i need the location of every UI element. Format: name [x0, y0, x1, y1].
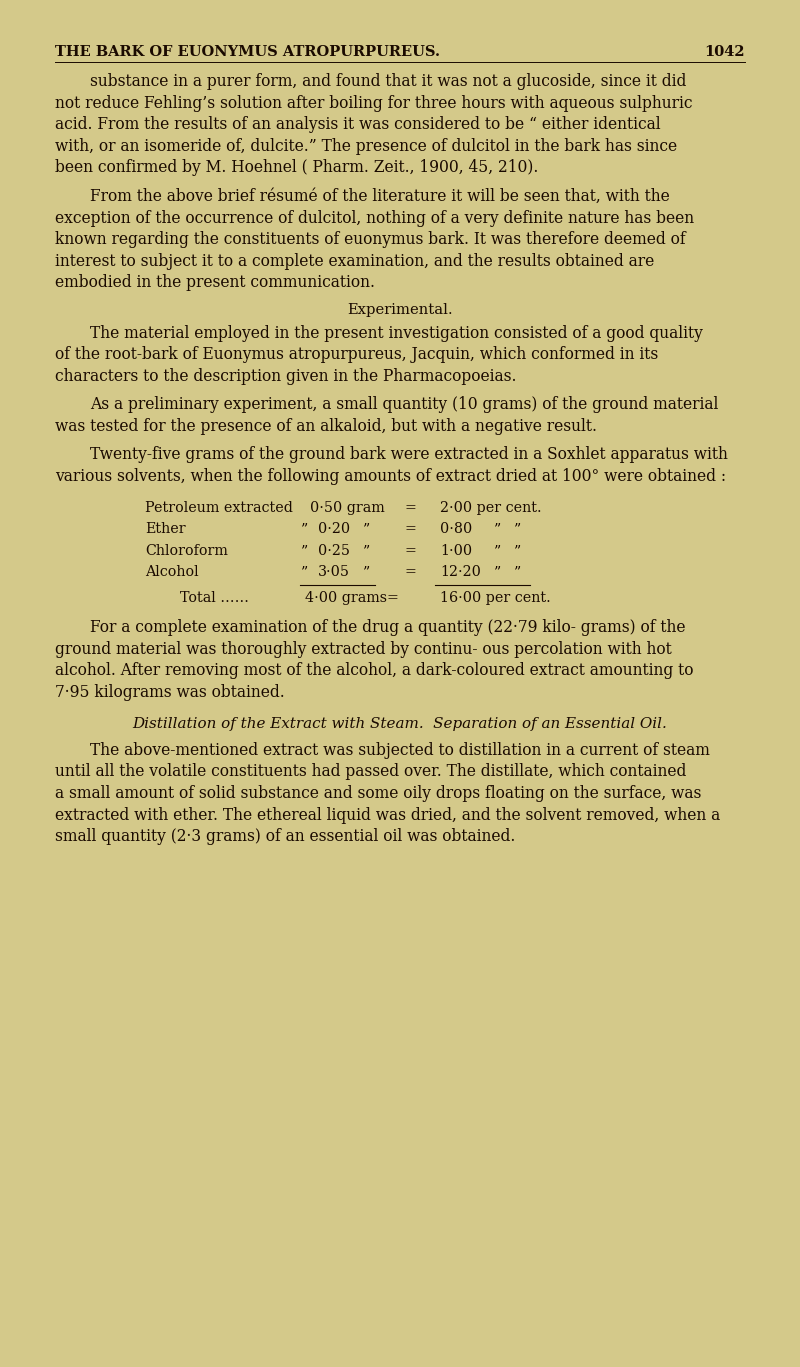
Text: For a complete examination of the drug a quantity (22·79 kilo- grams) of the: For a complete examination of the drug a… [90, 619, 686, 636]
Text: Alcohol: Alcohol [145, 566, 198, 580]
Text: alcohol. After removing most of the alcohol, a dark-coloured extract amounting t: alcohol. After removing most of the alco… [55, 662, 694, 679]
Text: 0·25: 0·25 [318, 544, 350, 558]
Text: was tested for the presence of an alkaloid, but with a negative result.: was tested for the presence of an alkalo… [55, 418, 597, 435]
Text: =: = [405, 544, 417, 558]
Text: Ether: Ether [145, 522, 186, 536]
Text: ”: ” [300, 544, 307, 558]
Text: substance in a purer form, and found that it was not a glucoside, since it did: substance in a purer form, and found tha… [90, 74, 686, 90]
Text: known regarding the constituents of euonymus bark. It was therefore deemed of: known regarding the constituents of euon… [55, 231, 686, 247]
Text: =: = [405, 522, 417, 536]
Text: extracted with ether. The ethereal liquid was dried, and the solvent removed, wh: extracted with ether. The ethereal liqui… [55, 807, 720, 823]
Text: with, or an isomeride of, dulcite.” The presence of dulcitol in the bark has sin: with, or an isomeride of, dulcite.” The … [55, 138, 677, 154]
Text: THE BARK OF EUONYMUS ATROPURPUREUS.: THE BARK OF EUONYMUS ATROPURPUREUS. [55, 45, 440, 59]
Text: embodied in the present communication.: embodied in the present communication. [55, 275, 375, 291]
Text: 12·20: 12·20 [440, 566, 481, 580]
Text: 1042: 1042 [704, 45, 745, 59]
Text: 4·00 grams=: 4·00 grams= [305, 591, 399, 604]
Text: ”: ” [300, 522, 307, 536]
Text: not reduce Fehling’s solution after boiling for three hours with aqueous sulphur: not reduce Fehling’s solution after boil… [55, 94, 693, 112]
Text: =: = [405, 566, 417, 580]
Text: acid. From the results of an analysis it was considered to be “ either identical: acid. From the results of an analysis it… [55, 116, 661, 134]
Text: ground material was thoroughly extracted by continu- ous percolation with hot: ground material was thoroughly extracted… [55, 641, 672, 658]
Text: until all the volatile constituents had passed over. The distillate, which conta: until all the volatile constituents had … [55, 764, 686, 781]
Text: ”: ” [493, 544, 500, 558]
Text: ”: ” [493, 522, 500, 536]
Text: The material employed in the present investigation consisted of a good quality: The material employed in the present inv… [90, 324, 703, 342]
Text: ”: ” [513, 566, 520, 580]
Text: various solvents, when the following amounts of extract dried at 100° were obtai: various solvents, when the following amo… [55, 468, 726, 485]
Text: Petroleum extracted: Petroleum extracted [145, 500, 293, 515]
Text: exception of the occurrence of dulcitol, nothing of a very definite nature has b: exception of the occurrence of dulcitol,… [55, 209, 694, 227]
Text: As a preliminary experiment, a small quantity (10 grams) of the ground material: As a preliminary experiment, a small qua… [90, 396, 718, 413]
Text: ”: ” [362, 522, 370, 536]
Text: 7·95 kilograms was obtained.: 7·95 kilograms was obtained. [55, 684, 285, 701]
Text: ”: ” [513, 544, 520, 558]
Text: 0·50 gram: 0·50 gram [310, 500, 385, 515]
Text: Distillation of the Extract with Steam.  Separation of an Essential Oil.: Distillation of the Extract with Steam. … [133, 718, 667, 731]
Text: 0·80: 0·80 [440, 522, 472, 536]
Text: From the above brief résumé of the literature it will be seen that, with the: From the above brief résumé of the liter… [90, 189, 670, 205]
Text: 16·00 per cent.: 16·00 per cent. [440, 591, 550, 604]
Text: characters to the description given in the Pharmacopoeias.: characters to the description given in t… [55, 368, 517, 384]
Text: ”: ” [300, 566, 307, 580]
Text: Experimental.: Experimental. [347, 302, 453, 317]
Text: of the root-bark of Euonymus atropurpureus, Jacquin, which conformed in its: of the root-bark of Euonymus atropurpure… [55, 346, 658, 364]
Text: 1·00: 1·00 [440, 544, 472, 558]
Text: 0·20: 0·20 [318, 522, 350, 536]
Text: =: = [405, 500, 417, 515]
Text: The above-mentioned extract was subjected to distillation in a current of steam: The above-mentioned extract was subjecte… [90, 742, 710, 759]
Text: ”: ” [513, 522, 520, 536]
Text: 3·05: 3·05 [318, 566, 350, 580]
Text: ”: ” [362, 566, 370, 580]
Text: ”: ” [362, 544, 370, 558]
Text: Chloroform: Chloroform [145, 544, 228, 558]
Text: interest to subject it to a complete examination, and the results obtained are: interest to subject it to a complete exa… [55, 253, 654, 269]
Text: Twenty-five grams of the ground bark were extracted in a Soxhlet apparatus with: Twenty-five grams of the ground bark wer… [90, 446, 728, 463]
Text: Total ……: Total …… [180, 591, 249, 604]
Text: 2·00 per cent.: 2·00 per cent. [440, 500, 542, 515]
Text: ”: ” [493, 566, 500, 580]
Text: been confirmed by M. Hoehnel ( Pharm. Zeit., 1900, 45, 210).: been confirmed by M. Hoehnel ( Pharm. Ze… [55, 160, 538, 176]
Text: small quantity (2·3 grams) of an essential oil was obtained.: small quantity (2·3 grams) of an essenti… [55, 828, 515, 845]
Text: a small amount of solid substance and some oily drops floating on the surface, w: a small amount of solid substance and so… [55, 785, 702, 802]
